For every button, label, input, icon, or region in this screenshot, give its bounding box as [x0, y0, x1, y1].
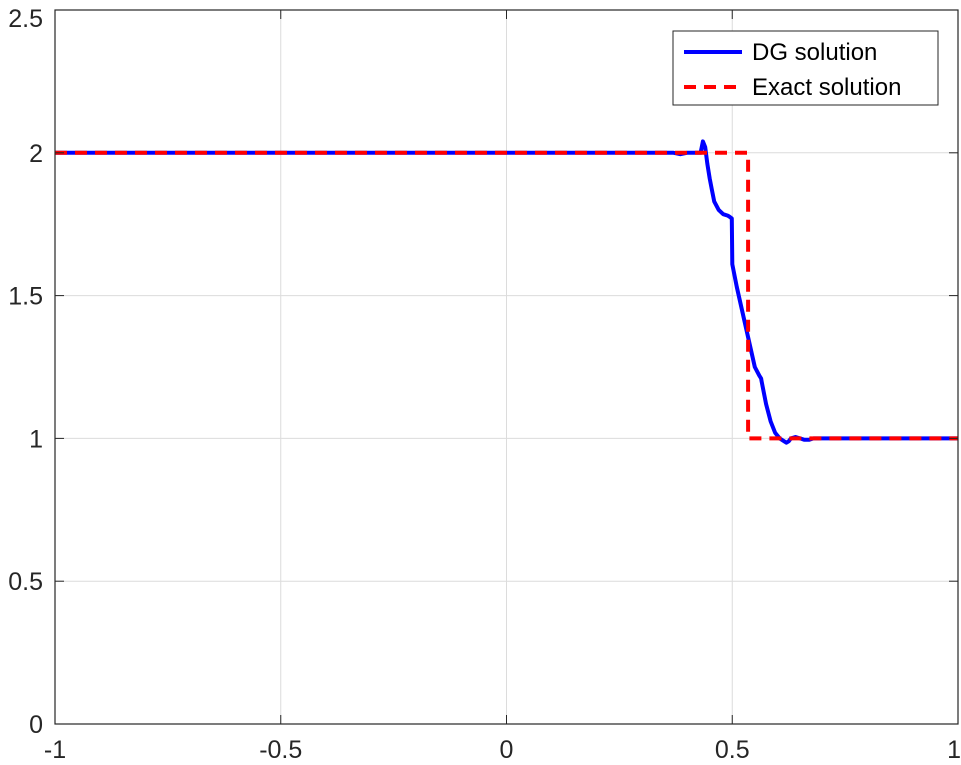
x-tick-label: 0.5: [715, 736, 750, 764]
y-tick-label: 0: [29, 711, 43, 739]
series-line-exact-solution: [55, 150, 958, 441]
y-tick-label: 2: [29, 140, 43, 168]
tick-marks: [54, 9, 959, 725]
x-tick-label: -1: [44, 736, 66, 764]
x-tick-label: 0: [500, 736, 514, 764]
y-tick-label: 1.5: [8, 283, 43, 311]
y-tick-label: 1: [29, 425, 43, 453]
legend-label-exact-solution: Exact solution: [752, 74, 901, 101]
legend: DG solution Exact solution: [672, 30, 939, 106]
y-tick-label: 0.5: [8, 568, 43, 596]
legend-label-dg-solution: DG solution: [752, 39, 877, 66]
tick-labels: -1 -0.5 0 0.5 1 0 0.5 1 1.5 2 2.5: [8, 5, 961, 764]
y-tick-label: 2.5: [8, 5, 43, 33]
series-layer: [55, 139, 958, 445]
x-tick-label: -0.5: [259, 736, 302, 764]
legend-box: [672, 30, 939, 106]
x-tick-label: 1: [947, 736, 961, 764]
